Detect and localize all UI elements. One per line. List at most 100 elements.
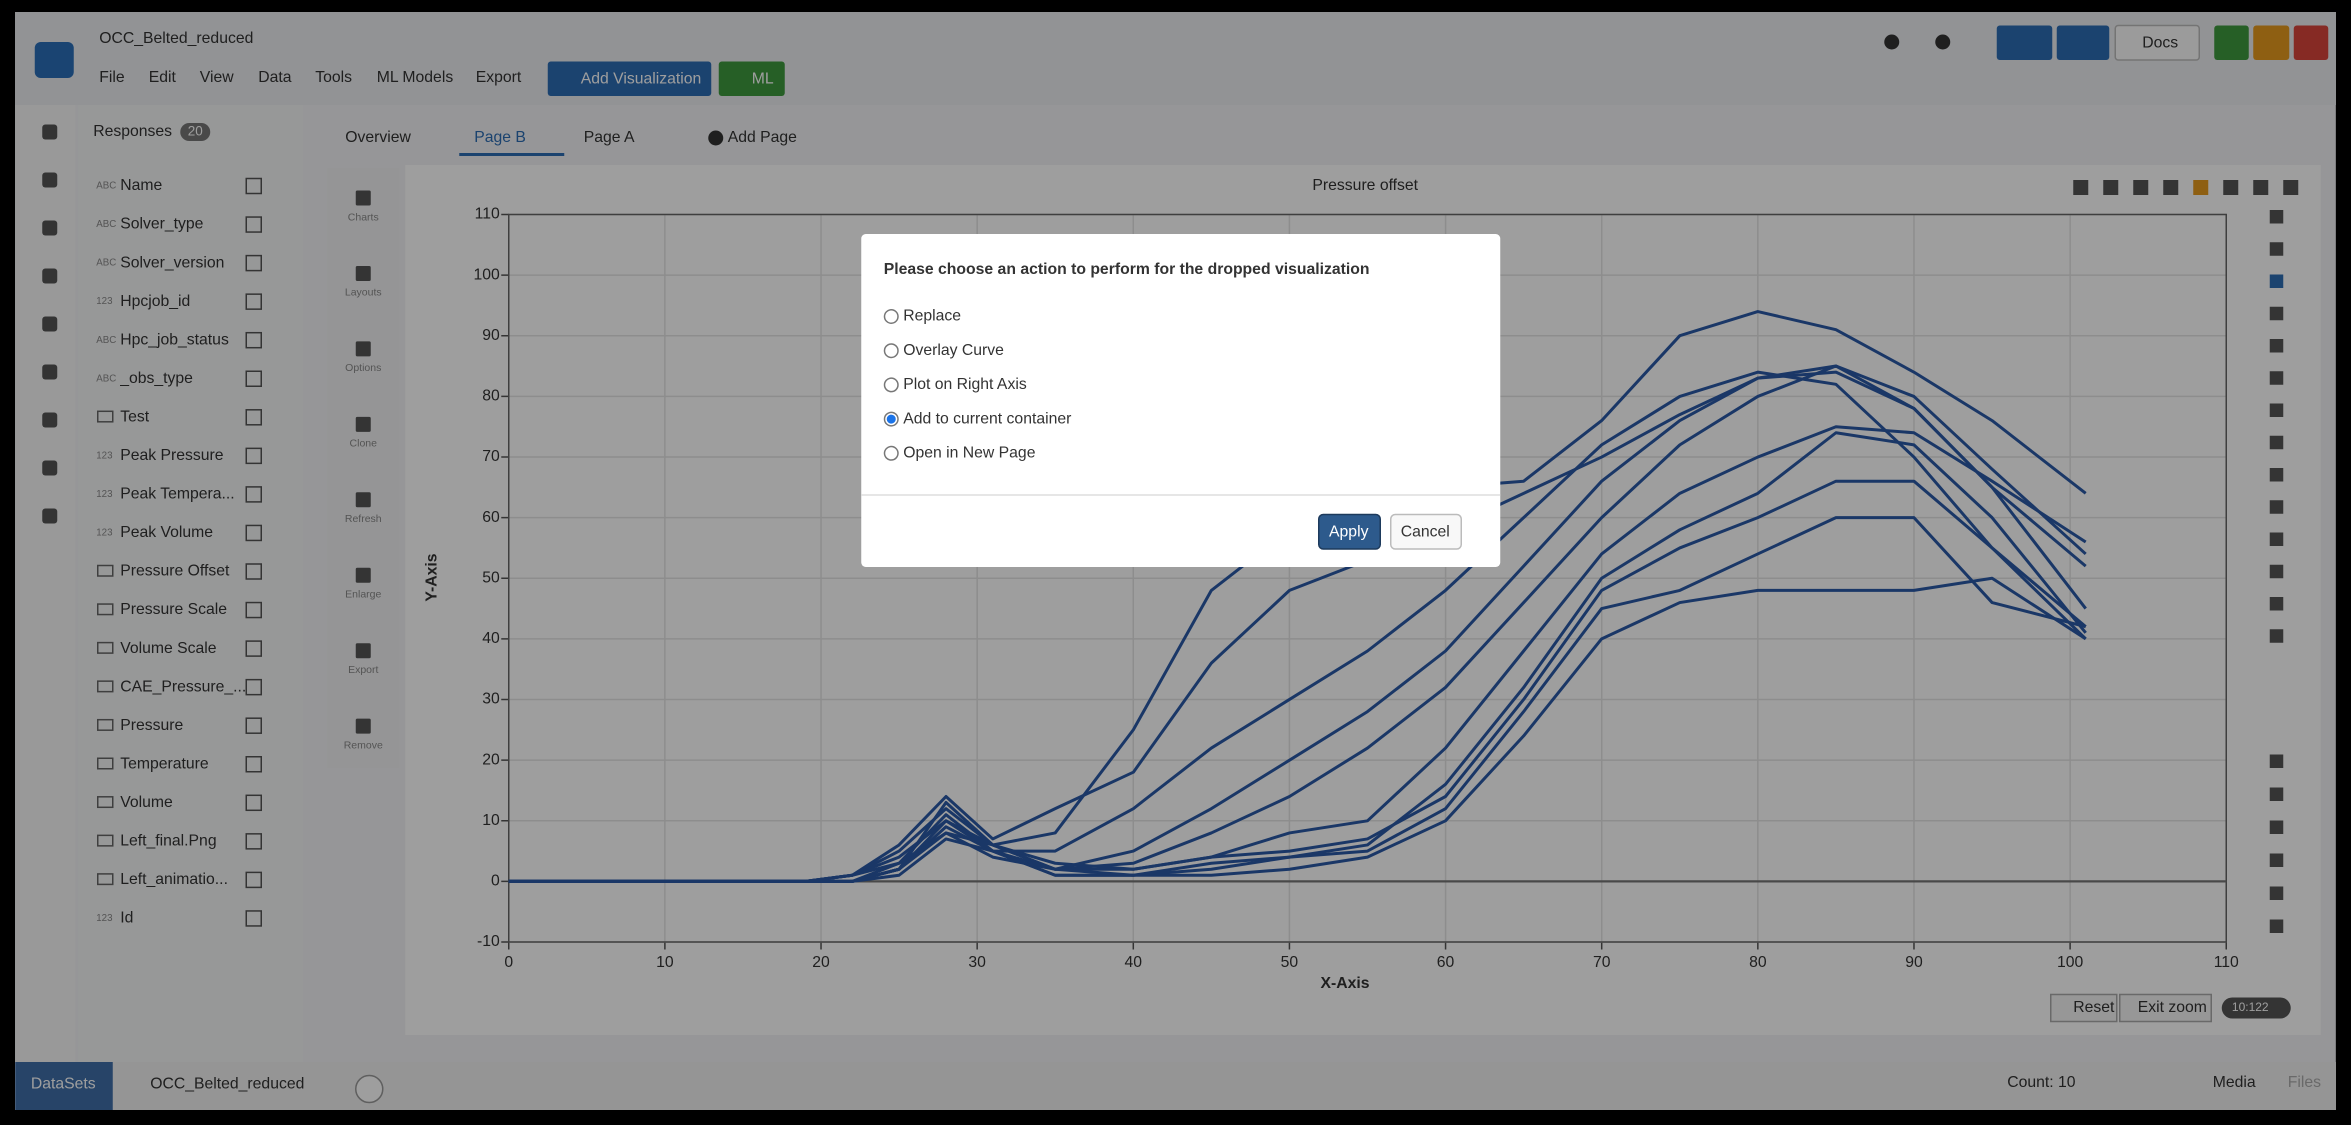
item-action[interactable] (245, 370, 262, 387)
item-action[interactable] (245, 678, 262, 696)
rail-icon[interactable] (42, 124, 58, 140)
radio-label[interactable]: Overlay Curve (903, 342, 1004, 359)
item-name[interactable]: Volume (120, 794, 173, 811)
item-action[interactable] (245, 563, 262, 580)
tool-icon[interactable] (355, 492, 371, 508)
radio-label[interactable]: Plot on Right Axis (903, 376, 1027, 393)
item-action[interactable] (245, 409, 262, 426)
chart-toolbar-icon[interactable] (2253, 180, 2269, 195)
radio[interactable] (883, 309, 899, 324)
tool-icon[interactable] (355, 643, 371, 659)
menu-item[interactable]: File (99, 69, 125, 86)
rail-icon[interactable] (42, 220, 58, 236)
item-name[interactable]: Peak Tempera... (120, 486, 234, 503)
item-action[interactable] (245, 871, 262, 889)
radio-label[interactable]: Add to current container (903, 410, 1071, 427)
rail-icon[interactable] (42, 412, 58, 428)
rail-icon[interactable] (42, 364, 58, 380)
item-action[interactable] (245, 601, 262, 619)
ml-button[interactable] (718, 61, 785, 97)
menu-item[interactable]: View (200, 69, 234, 86)
header-button[interactable] (2214, 25, 2249, 61)
item-name[interactable]: Temperature (120, 755, 209, 772)
chart-toolbar-icon[interactable] (2193, 180, 2209, 195)
radio-label[interactable]: Replace (903, 308, 961, 325)
add-visualization-button[interactable] (547, 61, 712, 97)
side-toolbar-icon[interactable] (2269, 242, 2284, 256)
side-toolbar-icon[interactable] (2269, 919, 2284, 934)
item-name[interactable]: Peak Pressure (120, 447, 224, 464)
menu-item[interactable]: Export (476, 69, 522, 86)
chart-toolbar-icon[interactable] (2283, 180, 2299, 195)
radio-label[interactable]: Open in New Page (903, 444, 1035, 461)
tool-icon[interactable] (355, 567, 371, 583)
menu-item[interactable]: Edit (149, 69, 177, 86)
item-name[interactable]: Id (120, 910, 133, 927)
apply-button[interactable] (1318, 513, 1381, 550)
radio[interactable] (883, 377, 899, 393)
cancel-button[interactable] (1390, 513, 1462, 550)
header-icon[interactable] (1884, 34, 1900, 50)
item-name[interactable]: _obs_type (119, 370, 193, 387)
header-button[interactable] (2293, 25, 2329, 61)
item-name[interactable]: Peak Volume (120, 524, 213, 541)
item-action[interactable] (245, 756, 262, 773)
reset-button[interactable] (2050, 993, 2118, 1023)
radio[interactable] (883, 445, 899, 461)
side-toolbar-icon[interactable] (2269, 564, 2284, 579)
page-tab[interactable]: Page A (584, 129, 635, 146)
page-tab[interactable]: Page B (474, 129, 526, 146)
item-action[interactable] (245, 447, 262, 465)
side-toolbar-icon[interactable] (2269, 403, 2284, 418)
side-toolbar-icon[interactable] (2269, 853, 2284, 868)
item-action[interactable] (245, 717, 262, 734)
rail-icon[interactable] (42, 508, 58, 524)
item-name[interactable]: Hpc_job_status (120, 331, 229, 348)
side-toolbar-icon[interactable] (2269, 787, 2284, 802)
item-action[interactable] (245, 254, 262, 272)
item-action[interactable] (245, 293, 262, 310)
chart-toolbar-icon[interactable] (2163, 180, 2179, 195)
chart-toolbar-icon[interactable] (2073, 180, 2089, 195)
side-toolbar-icon[interactable] (2269, 500, 2284, 514)
rail-icon[interactable] (42, 268, 58, 284)
tool-icon[interactable] (355, 265, 371, 281)
header-button[interactable] (2056, 25, 2110, 61)
header-button[interactable] (1996, 25, 2053, 61)
item-name[interactable]: Left_animatio... (120, 871, 228, 888)
item-action[interactable] (245, 640, 262, 657)
item-name[interactable]: Volume Scale (120, 640, 217, 657)
rail-icon[interactable] (42, 316, 58, 332)
tool-icon[interactable] (355, 718, 371, 734)
item-action[interactable] (245, 910, 262, 927)
item-action[interactable] (245, 833, 262, 850)
side-toolbar-icon[interactable] (2269, 532, 2284, 547)
item-name[interactable]: Solver_version (120, 254, 224, 271)
item-action[interactable] (245, 524, 262, 542)
menu-item[interactable]: Data (258, 69, 292, 86)
dataset-tab[interactable]: OCC_Belted_reduced (150, 1076, 304, 1093)
datasets-button[interactable] (15, 1062, 113, 1110)
header-button[interactable] (2253, 25, 2290, 61)
menu-item[interactable]: ML Models (377, 69, 454, 86)
item-name[interactable]: Hpcjob_id (120, 293, 190, 310)
item-action[interactable] (245, 794, 262, 812)
tool-icon[interactable] (355, 190, 371, 206)
side-toolbar-icon[interactable] (2269, 468, 2284, 482)
side-toolbar-icon[interactable] (2269, 339, 2284, 353)
item-action[interactable] (245, 216, 262, 233)
chart-toolbar-icon[interactable] (2223, 180, 2239, 195)
side-toolbar-icon[interactable] (2269, 629, 2284, 643)
item-name[interactable]: Name (120, 177, 162, 194)
rail-icon[interactable] (42, 172, 58, 188)
item-action[interactable] (245, 486, 262, 503)
page-tab[interactable]: Add Page (728, 129, 797, 146)
item-name[interactable]: Pressure Scale (120, 601, 227, 618)
side-toolbar-icon[interactable] (2269, 435, 2284, 450)
side-toolbar-icon[interactable] (2269, 306, 2284, 321)
item-action[interactable] (245, 177, 262, 195)
menu-item[interactable]: Tools (315, 69, 352, 86)
item-name[interactable]: CAE_Pressure_... (120, 678, 246, 695)
side-toolbar-icon[interactable] (2269, 371, 2284, 385)
side-toolbar-icon[interactable] (2269, 274, 2284, 289)
